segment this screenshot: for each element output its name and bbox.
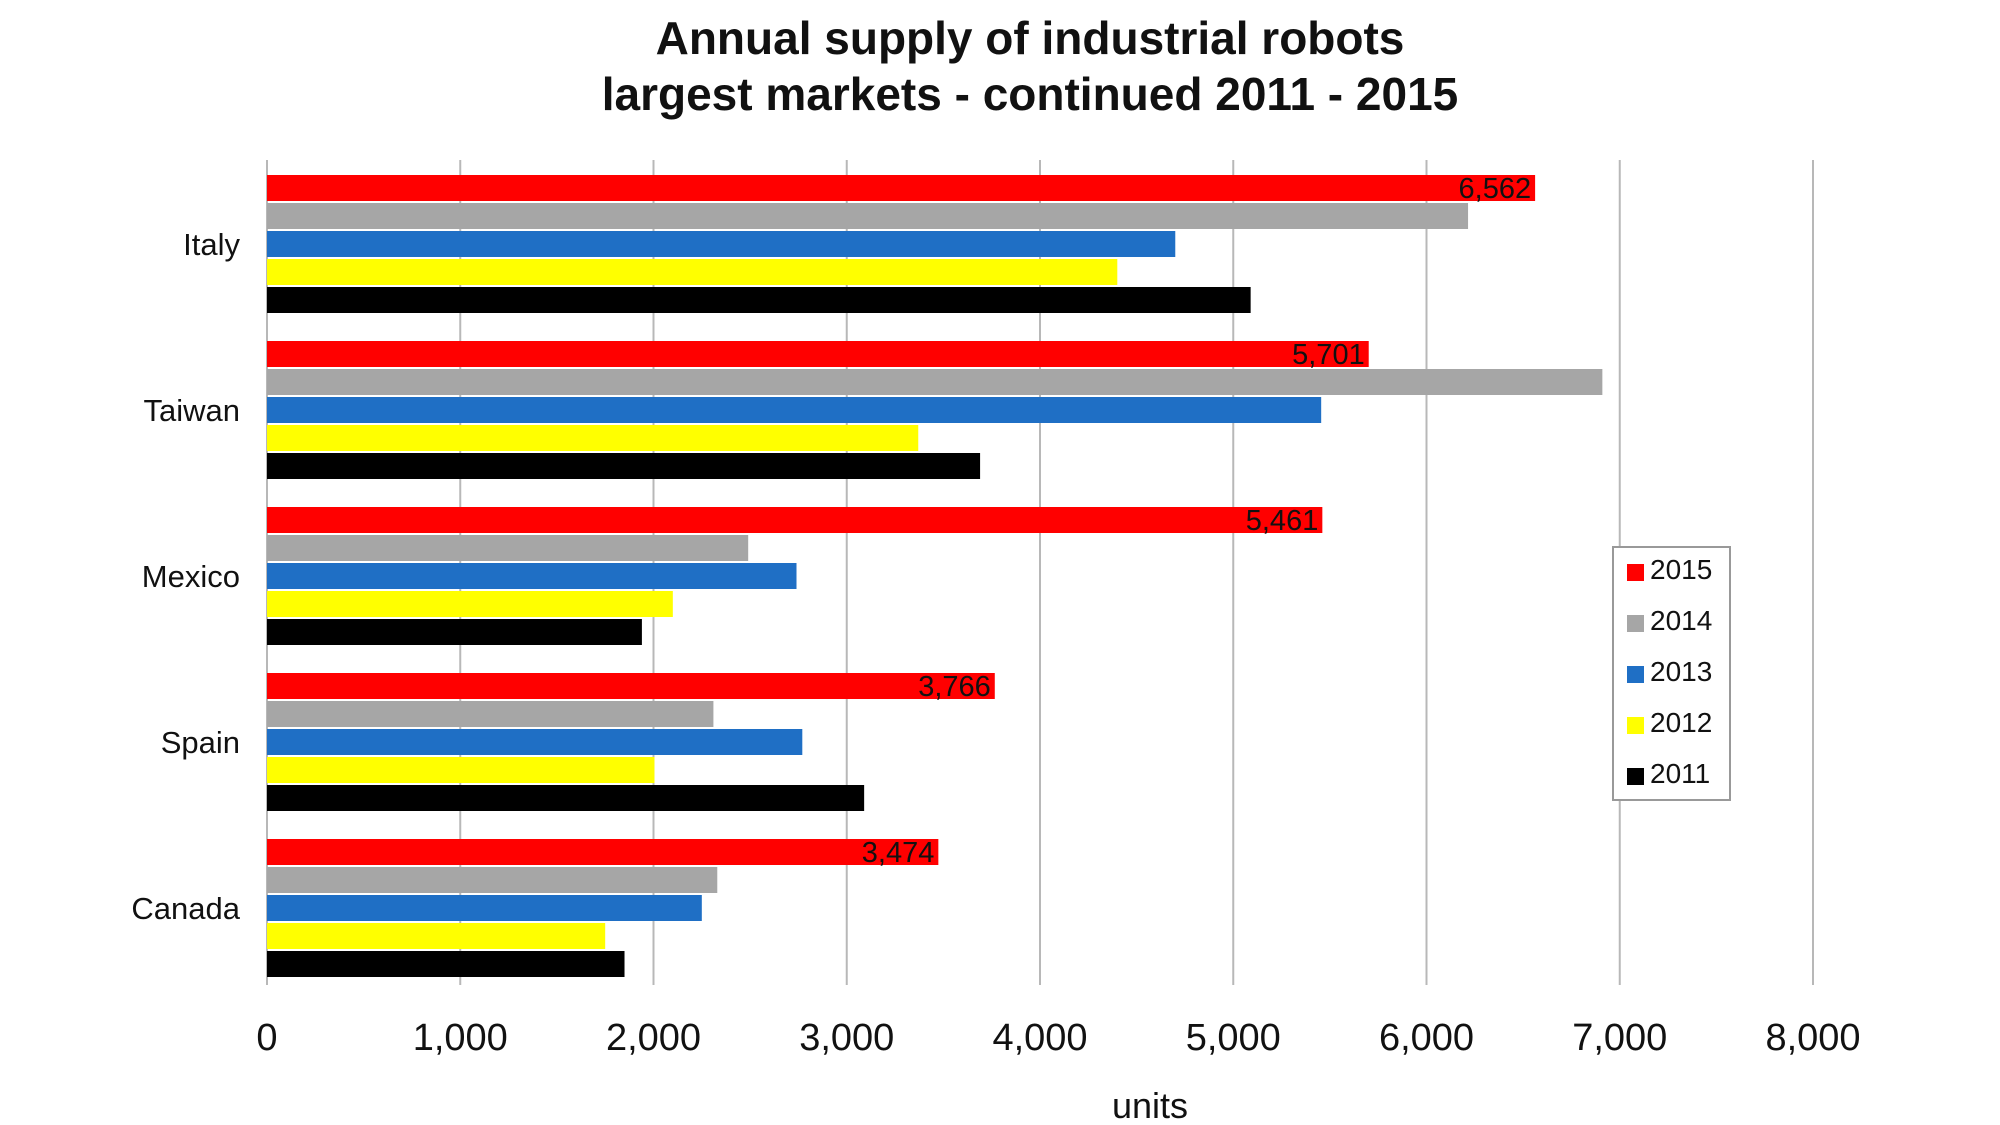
x-tick-label-6: 6,000 [1379, 1017, 1474, 1059]
x-tick-label-8: 8,000 [1765, 1017, 1860, 1059]
bar-italy-2012 [267, 259, 1118, 285]
legend-swatch-2014 [1627, 615, 1644, 632]
bar-mexico-2013 [267, 563, 797, 589]
category-labels: Italy Taiwan Mexico Spain Canada [131, 227, 240, 926]
bar-mexico-2011 [267, 619, 642, 645]
bar-spain-2012 [267, 757, 655, 783]
category-label-italy: Italy [183, 227, 240, 262]
legend-swatch-2013 [1627, 666, 1644, 683]
legend-label-2013: 2013 [1650, 656, 1712, 687]
bar-taiwan-2011 [267, 453, 981, 479]
bar-canada-2015 [267, 839, 939, 865]
data-label-spain-2015: 3,766 [918, 671, 991, 703]
bar-italy-2015 [267, 175, 1536, 201]
category-label-mexico: Mexico [142, 559, 240, 594]
bar-spain-2011 [267, 785, 865, 811]
data-label-taiwan-2015: 5,701 [1292, 339, 1365, 371]
category-label-canada: Canada [131, 891, 240, 926]
legend-label-2011: 2011 [1650, 758, 1710, 789]
bar-canada-2011 [267, 951, 625, 977]
x-tick-label-5: 5,000 [1186, 1017, 1281, 1059]
bar-mexico-2012 [267, 591, 673, 617]
bar-canada-2012 [267, 923, 606, 949]
bar-taiwan-2014 [267, 369, 1603, 395]
bar-italy-2014 [267, 203, 1469, 229]
data-label-mexico-2015: 5,461 [1246, 505, 1319, 537]
x-tick-label-1: 1,000 [413, 1017, 508, 1059]
chart-title-line-2: largest markets - continued 2011 - 2015 [602, 68, 1459, 120]
x-tick-label-4: 4,000 [992, 1017, 1087, 1059]
bar-canada-2013 [267, 895, 702, 921]
legend-label-2015: 2015 [1650, 554, 1712, 585]
data-label-canada-2015: 3,474 [862, 837, 935, 869]
bar-italy-2011 [267, 287, 1251, 313]
x-tick-labels: 0 1,000 2,000 3,000 4,000 5,000 6,000 7,000 8,00… [256, 1017, 1860, 1059]
bar-taiwan-2015 [267, 341, 1369, 367]
bar-taiwan-2012 [267, 425, 919, 451]
x-tick-label-7: 7,000 [1572, 1017, 1667, 1059]
bar-canada-2014 [267, 867, 718, 893]
bar-mexico-2014 [267, 535, 749, 561]
category-label-spain: Spain [161, 725, 240, 760]
x-tick-label-3: 3,000 [799, 1017, 894, 1059]
data-label-italy-2015: 6,562 [1459, 173, 1532, 205]
bars [267, 175, 1603, 977]
legend-label-2012: 2012 [1650, 707, 1712, 738]
bar-mexico-2015 [267, 507, 1323, 533]
legend: 2015 2014 2013 2012 2011 [1612, 546, 1731, 801]
chart-title-line-1: Annual supply of industrial robots [656, 12, 1405, 64]
bar-taiwan-2013 [267, 397, 1322, 423]
legend-swatch-2015 [1627, 564, 1644, 581]
legend-swatch-2012 [1627, 717, 1644, 734]
x-axis-label: units [1112, 1085, 1188, 1125]
bar-spain-2013 [267, 729, 803, 755]
x-tick-label-0: 0 [256, 1017, 277, 1059]
x-tick-label-2: 2,000 [606, 1017, 701, 1059]
legend-label-2014: 2014 [1650, 605, 1712, 636]
bar-spain-2014 [267, 701, 714, 727]
bar-spain-2015 [267, 673, 995, 699]
category-label-taiwan: Taiwan [144, 393, 241, 428]
data-labels: 6,562 5,701 5,461 3,766 3,474 [862, 173, 1531, 869]
legend-swatch-2011 [1627, 768, 1644, 785]
bar-italy-2013 [267, 231, 1176, 257]
